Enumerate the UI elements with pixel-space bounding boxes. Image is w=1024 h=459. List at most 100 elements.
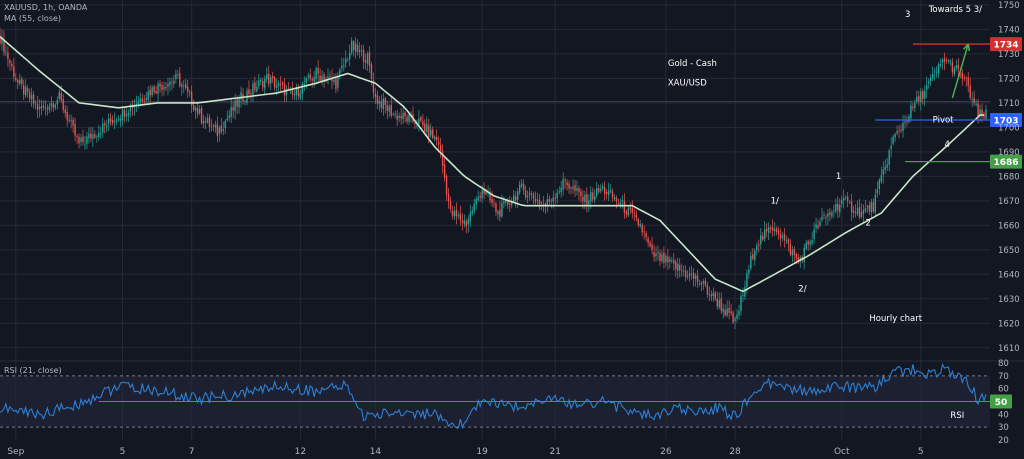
candle-body bbox=[34, 103, 37, 105]
candle-body bbox=[750, 255, 752, 269]
candle-body bbox=[688, 273, 691, 276]
candle-body bbox=[732, 312, 734, 323]
candle-body bbox=[789, 244, 792, 255]
candle-body bbox=[303, 84, 305, 86]
candle-body bbox=[356, 45, 359, 52]
candle-body bbox=[368, 52, 371, 66]
candle-body bbox=[562, 179, 564, 190]
candle-body bbox=[580, 191, 582, 197]
candle-body bbox=[493, 203, 495, 205]
candle-body bbox=[408, 114, 410, 122]
y-tick-label: 1660 bbox=[998, 221, 1020, 231]
price-tag-label: 1703 bbox=[993, 117, 1018, 127]
candle-body bbox=[629, 207, 632, 210]
candle-body bbox=[445, 176, 448, 195]
candle-body bbox=[637, 218, 639, 225]
candle-body bbox=[712, 292, 715, 297]
candle-body bbox=[380, 101, 383, 109]
candle-body bbox=[179, 72, 181, 87]
candle-body bbox=[489, 192, 491, 201]
candle-body bbox=[758, 244, 760, 246]
candle-body bbox=[317, 67, 319, 74]
candle-body bbox=[878, 179, 880, 190]
candle-body bbox=[327, 76, 329, 79]
candle-body bbox=[845, 197, 847, 199]
candle-body bbox=[129, 105, 132, 112]
candle-body bbox=[677, 263, 679, 272]
candle-body bbox=[748, 269, 750, 274]
candle-body bbox=[475, 198, 477, 205]
candle-body bbox=[28, 92, 31, 99]
candle-body bbox=[388, 106, 390, 112]
candle-body bbox=[432, 129, 434, 138]
rsi-tick-label: 80 bbox=[998, 359, 1009, 369]
candle-body bbox=[706, 285, 709, 295]
candle-body bbox=[188, 91, 191, 93]
candle-body bbox=[44, 107, 47, 109]
candle-body bbox=[262, 80, 264, 88]
price-tag-label: 1686 bbox=[993, 158, 1018, 168]
price-tag-label: 1734 bbox=[993, 41, 1018, 51]
candle-body bbox=[605, 192, 608, 194]
candle-body bbox=[912, 106, 914, 109]
candle-body bbox=[548, 199, 551, 202]
candle-body bbox=[945, 60, 948, 62]
candle-body bbox=[46, 108, 49, 110]
candle-body bbox=[888, 150, 890, 165]
candle-body bbox=[106, 125, 108, 127]
candle-body bbox=[499, 209, 501, 217]
candle-body bbox=[264, 79, 266, 89]
rsi-tick-label: 60 bbox=[998, 385, 1009, 395]
candle-body bbox=[351, 40, 353, 53]
candle-body bbox=[185, 84, 187, 88]
candle-body bbox=[72, 119, 74, 126]
candle-body bbox=[60, 93, 62, 100]
candle-body bbox=[641, 224, 643, 233]
candle-body bbox=[52, 103, 55, 108]
candle-body bbox=[309, 74, 311, 79]
candle-body bbox=[392, 113, 394, 115]
chart-annotation: 1/ bbox=[771, 196, 779, 206]
candle-body bbox=[827, 213, 829, 217]
candle-body bbox=[623, 200, 626, 213]
candle-body bbox=[955, 65, 958, 69]
candle-body bbox=[135, 103, 138, 105]
candle-body bbox=[673, 260, 675, 264]
candle-body bbox=[882, 169, 884, 175]
candle-body bbox=[617, 203, 620, 204]
candle-body bbox=[599, 189, 602, 191]
candle-body bbox=[84, 143, 86, 145]
candle-body bbox=[155, 90, 157, 93]
candle-body bbox=[374, 93, 377, 97]
candle-body bbox=[914, 103, 916, 108]
candle-body bbox=[420, 117, 422, 121]
candle-body bbox=[852, 210, 855, 213]
candle-body bbox=[550, 200, 552, 202]
candle-body bbox=[147, 91, 149, 100]
candle-body bbox=[283, 83, 286, 96]
candle-body bbox=[345, 58, 347, 64]
candle-body bbox=[279, 84, 282, 85]
projection-arrowhead bbox=[962, 43, 971, 52]
y-tick-label: 1730 bbox=[998, 50, 1020, 60]
candle-body bbox=[275, 85, 278, 88]
candle-body bbox=[297, 86, 300, 96]
candle-body bbox=[669, 259, 671, 262]
y-tick-label: 1630 bbox=[998, 295, 1020, 305]
candle-body bbox=[313, 77, 315, 82]
candle-body bbox=[554, 197, 556, 199]
candle-body bbox=[378, 100, 381, 105]
candle-body bbox=[846, 196, 849, 201]
price-tag bbox=[990, 113, 1022, 127]
candle-body bbox=[862, 210, 865, 214]
candle-body bbox=[339, 69, 341, 75]
candle-body bbox=[540, 202, 543, 204]
candle-body bbox=[396, 115, 398, 120]
candle-body bbox=[455, 209, 458, 217]
candle-body bbox=[236, 98, 238, 107]
chart-annotation: Pivot bbox=[933, 115, 955, 125]
candle-body bbox=[194, 107, 197, 112]
candle-body bbox=[3, 38, 5, 53]
candle-body bbox=[161, 85, 163, 90]
candle-body bbox=[100, 133, 102, 135]
